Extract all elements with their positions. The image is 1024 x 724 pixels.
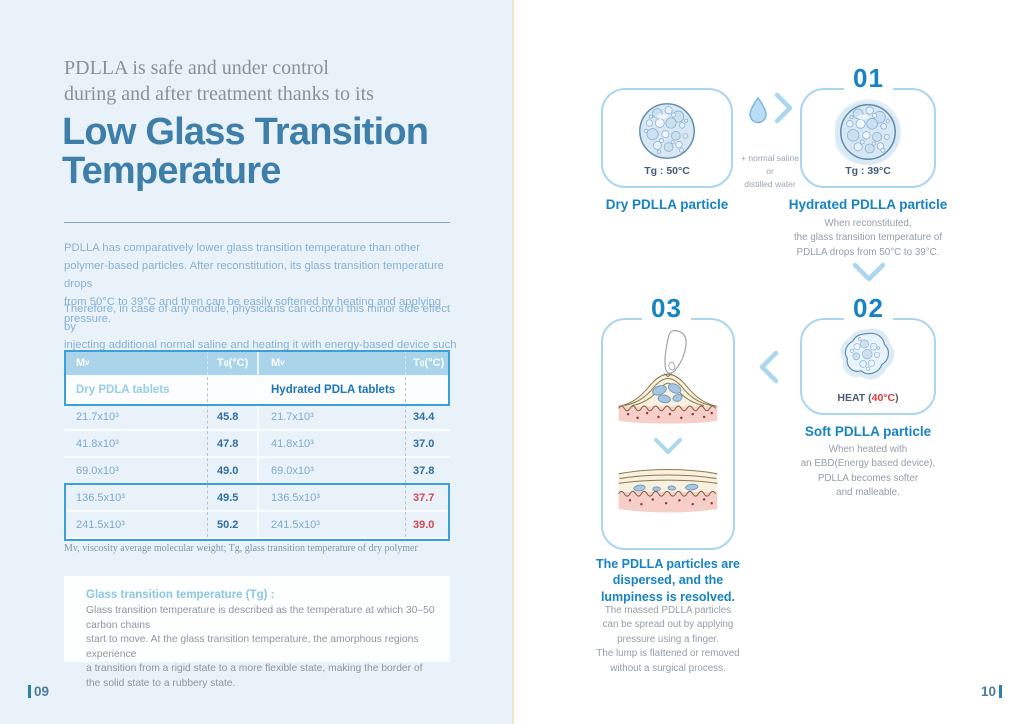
table-row: 69.0x10³ 49.0 69.0x10³ 37.8 — [64, 458, 450, 485]
hydrated-particle-desc: When reconstituted, the glass transition… — [793, 218, 943, 258]
page-number-left: 09 — [28, 684, 49, 699]
left-page: PDLLA is safe and under control during a… — [0, 0, 512, 724]
hydrated-particle-box: Tg : 39°C — [800, 88, 936, 188]
step-number-03: 03 — [642, 295, 691, 321]
hydrated-tablets-label: Hydrated PDLA tablets — [257, 377, 405, 402]
dry-particle-label: Dry PDLLA particle — [605, 197, 729, 212]
table-row: 21.7x10³ 45.8 21.7x10³ 34.4 — [64, 404, 450, 431]
page-marker-bar — [999, 685, 1002, 698]
dry-tablets-label: Dry PDLA tablets — [76, 383, 170, 396]
dispersed-desc: The massed PDLLA particles can be spread… — [596, 605, 740, 674]
body-paragraph-1: PDLLA has comparatively lower glass tran… — [64, 242, 444, 326]
dry-particle-box: Tg : 50°C — [601, 88, 733, 188]
chevron-down-icon — [852, 262, 886, 282]
dry-tg-value: Tg : 50°C — [644, 165, 690, 177]
water-drop-icon — [749, 96, 767, 124]
glossary-title: Glass transition temperature (Tg) : — [86, 589, 275, 601]
dispersed-title: The PDLLA particles are dispersed, and t… — [595, 557, 741, 604]
hydrated-particle-illustration — [802, 99, 934, 170]
glossary-body: Glass transition temperature is describe… — [86, 605, 435, 690]
page-title: Low Glass Transition Temperature — [62, 111, 429, 193]
saline-note: + normal saline or distilled water — [741, 153, 799, 189]
glossary-box: Glass transition temperature (Tg) : Glas… — [64, 576, 450, 689]
skin-flattened-illustration — [618, 469, 718, 513]
title-divider — [64, 222, 450, 223]
chevron-down-icon — [654, 438, 682, 454]
soft-particle-box: HEAT (40°C) — [800, 318, 936, 415]
soft-particle-label: Soft PDLLA particle — [804, 424, 932, 439]
soft-particle-desc: When heated with an EBD(Energy based dev… — [800, 444, 936, 499]
chevron-right-icon — [774, 92, 793, 124]
reconstitution-connector — [738, 86, 802, 129]
hydrated-particle-label: Hydrated PDLLA particle — [788, 197, 948, 212]
hydrated-tg-value: Tg : 39°C — [845, 165, 891, 177]
chevron-left-icon — [759, 350, 779, 384]
heat-temp-value: 40°C — [871, 392, 896, 404]
page-number-right: 10 — [981, 684, 1002, 699]
table-row-highlighted: 241.5x10³ 50.2 241.5x10³ 39.0 — [64, 512, 450, 539]
step-number-01: 01 — [844, 65, 893, 91]
dry-particle-illustration — [603, 99, 731, 168]
intro-heading: PDLLA is safe and under control during a… — [64, 57, 374, 105]
page-marker-bar — [28, 685, 31, 698]
soft-particle-illustration — [802, 327, 934, 392]
table-row: 41.8x10³ 47.8 41.8x10³ 37.0 — [64, 431, 450, 458]
table-row-highlighted: 136.5x10³ 49.5 136.5x10³ 37.7 — [64, 485, 450, 512]
skin-pressing-box — [601, 318, 735, 550]
step-number-02: 02 — [844, 295, 893, 321]
table-subheader-row: Dry PDLA tablets Hydrated PDLA tablets — [64, 377, 450, 404]
heat-label: HEAT (40°C) — [837, 392, 899, 404]
page-gutter-divider — [512, 0, 514, 724]
skin-pressing-illustration — [618, 329, 718, 424]
right-page: Tg : 50°C Dry PDLLA particle + normal sa… — [514, 0, 1024, 724]
table-footnote: Mv, viscosity average molecular weight; … — [64, 543, 418, 554]
